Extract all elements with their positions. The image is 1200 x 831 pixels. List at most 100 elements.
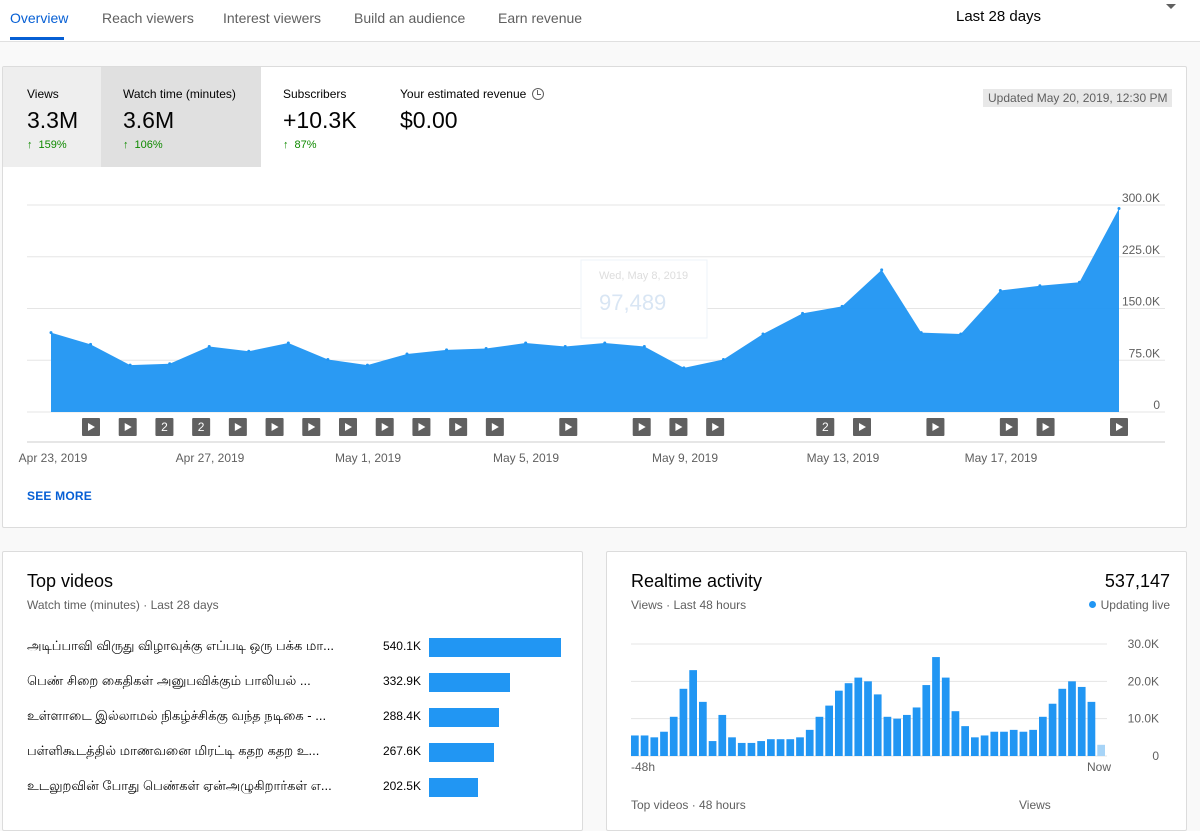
- rt-bar[interactable]: [825, 705, 833, 756]
- rt-bar[interactable]: [971, 737, 979, 756]
- data-point[interactable]: [207, 344, 211, 348]
- video-marker-play-icon[interactable]: [82, 418, 100, 436]
- rt-bar[interactable]: [660, 731, 668, 756]
- rt-bar[interactable]: [1039, 716, 1047, 756]
- tab-interest-viewers[interactable]: Interest viewers: [223, 10, 322, 26]
- rt-bar[interactable]: [708, 741, 717, 756]
- rt-bar[interactable]: [1000, 731, 1008, 756]
- rt-bar[interactable]: [941, 677, 950, 756]
- rt-bar[interactable]: [1019, 731, 1028, 756]
- data-point[interactable]: [642, 344, 646, 348]
- rt-bar[interactable]: [844, 683, 853, 756]
- video-title[interactable]: உடலுறவின் போது பெண்கள் ஏன்அழுகிறார்கள் எ…: [27, 778, 332, 793]
- data-point[interactable]: [1077, 280, 1081, 284]
- top-video-row[interactable]: அடிப்பாவி விருது விழாவுக்கு எப்படி ஒரு ப…: [27, 638, 567, 660]
- data-point[interactable]: [998, 289, 1002, 293]
- data-point[interactable]: [563, 344, 567, 348]
- video-title[interactable]: பெண் சிறை கைதிகள் அனுபவிக்கும் பாலியல் .…: [27, 673, 311, 688]
- rt-bar[interactable]: [912, 707, 921, 756]
- metric-watch-time[interactable]: Watch time (minutes) 3.6M ↑ 106%: [101, 67, 261, 167]
- video-title[interactable]: உள்ளாடை இல்லாமல் நிகழ்ச்சிக்கு வந்த நடிக…: [27, 708, 327, 723]
- rt-bar[interactable]: [786, 739, 795, 756]
- rt-bar[interactable]: [699, 701, 707, 756]
- rt-bar[interactable]: [932, 657, 940, 756]
- rt-bar[interactable]: [796, 737, 804, 756]
- rt-bar[interactable]: [961, 726, 969, 756]
- tab-build-an-audience[interactable]: Build an audience: [354, 10, 466, 26]
- video-marker-play-icon[interactable]: [228, 418, 247, 436]
- top-video-row[interactable]: உள்ளாடை இல்லாமல் நிகழ்ச்சிக்கு வந்த நடிக…: [27, 708, 567, 730]
- rt-bar[interactable]: [1068, 681, 1076, 756]
- metric-subscribers[interactable]: Subscribers +10.3K ↑ 87%: [261, 67, 379, 167]
- rt-bar[interactable]: [718, 714, 727, 756]
- rt-bar[interactable]: [747, 742, 756, 756]
- video-marker-play-icon[interactable]: [302, 418, 321, 436]
- tab-reach-viewers[interactable]: Reach viewers: [102, 10, 194, 26]
- data-point[interactable]: [1117, 206, 1121, 210]
- top-video-row[interactable]: பள்ளிகூடத்தில் மாணவனை மிரட்டி கதற கதற உ.…: [27, 743, 567, 765]
- data-point[interactable]: [286, 341, 290, 345]
- data-point[interactable]: [445, 348, 449, 352]
- data-point[interactable]: [326, 358, 330, 362]
- metric-estimated-revenue[interactable]: Your estimated revenue $0.00: [379, 67, 569, 167]
- rt-bar[interactable]: [1009, 729, 1018, 756]
- data-point[interactable]: [128, 363, 132, 367]
- tab-overview[interactable]: Overview: [10, 10, 69, 26]
- video-marker-count[interactable]: 2: [155, 418, 174, 436]
- rt-bar[interactable]: [640, 735, 649, 756]
- rt-bar[interactable]: [990, 731, 999, 756]
- top-video-row[interactable]: உடலுறவின் போது பெண்கள் ஏன்அழுகிறார்கள் எ…: [27, 778, 567, 800]
- video-marker-play-icon[interactable]: [999, 418, 1018, 436]
- data-point[interactable]: [959, 332, 963, 336]
- data-point[interactable]: [524, 341, 528, 345]
- rt-bar[interactable]: [980, 735, 989, 756]
- rt-bar[interactable]: [893, 718, 901, 756]
- data-point[interactable]: [49, 331, 53, 335]
- data-point[interactable]: [761, 332, 765, 336]
- rt-bar[interactable]: [669, 716, 678, 756]
- rt-bar[interactable]: [873, 694, 882, 756]
- rt-bar[interactable]: [689, 670, 697, 756]
- rt-bar[interactable]: [1097, 744, 1105, 756]
- rt-bar[interactable]: [737, 742, 746, 756]
- data-point[interactable]: [682, 366, 686, 370]
- rt-bar[interactable]: [835, 690, 843, 756]
- video-marker-play-icon[interactable]: [632, 418, 651, 436]
- rt-bar[interactable]: [903, 714, 911, 756]
- tab-earn-revenue[interactable]: Earn revenue: [498, 10, 583, 26]
- video-marker-play-icon[interactable]: [265, 418, 284, 436]
- rt-bar[interactable]: [1058, 688, 1067, 756]
- metric-views[interactable]: Views 3.3M ↑ 159%: [3, 67, 101, 167]
- video-marker-play-icon[interactable]: [118, 418, 137, 436]
- video-marker-play-icon[interactable]: [559, 418, 578, 436]
- video-marker-play-icon[interactable]: [853, 418, 871, 436]
- data-point[interactable]: [168, 362, 172, 366]
- data-point[interactable]: [365, 363, 369, 367]
- video-title[interactable]: அடிப்பாவி விருது விழாவுக்கு எப்படி ஒரு ப…: [27, 638, 334, 653]
- top-video-row[interactable]: பெண் சிறை கைதிகள் அனுபவிக்கும் பாலியல் .…: [27, 673, 567, 695]
- rt-bar[interactable]: [650, 737, 659, 756]
- video-marker-play-icon[interactable]: [706, 418, 725, 436]
- see-more-link[interactable]: SEE MORE: [27, 489, 92, 503]
- video-marker-play-icon[interactable]: [375, 418, 394, 436]
- video-marker-count[interactable]: 2: [816, 418, 835, 436]
- video-marker-play-icon[interactable]: [412, 418, 431, 436]
- rt-bar[interactable]: [1077, 686, 1086, 756]
- realtime-bar-chart[interactable]: 0 10.0K 20.0K 30.0K -48h Now: [607, 632, 1188, 777]
- views-area-chart[interactable]: 0 75.0K 150.0K 225.0K 300.0K Wed, May 8, 2019…: [3, 175, 1188, 485]
- data-point[interactable]: [89, 342, 93, 346]
- rt-bar[interactable]: [854, 677, 863, 756]
- rt-bar[interactable]: [815, 716, 824, 756]
- rt-bar[interactable]: [951, 711, 960, 756]
- rt-bar[interactable]: [757, 741, 765, 756]
- data-point[interactable]: [721, 358, 725, 362]
- rt-bar[interactable]: [805, 729, 814, 756]
- data-point[interactable]: [1038, 284, 1042, 288]
- data-point[interactable]: [603, 341, 607, 345]
- data-point[interactable]: [880, 268, 884, 272]
- data-point[interactable]: [919, 331, 923, 335]
- data-point[interactable]: [405, 352, 409, 356]
- rt-bar[interactable]: [1029, 729, 1037, 756]
- video-marker-play-icon[interactable]: [926, 418, 945, 436]
- rt-bar[interactable]: [1087, 701, 1096, 756]
